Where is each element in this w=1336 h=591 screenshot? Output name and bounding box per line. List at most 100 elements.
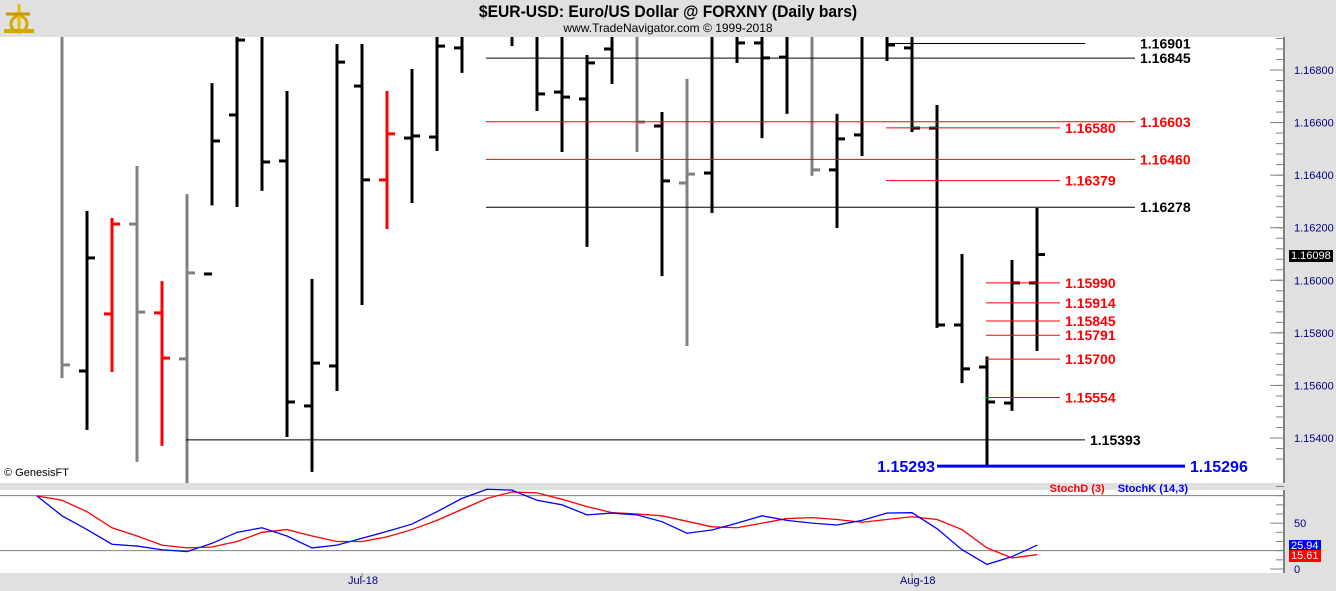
level-label: 1.15554 [1065,390,1116,406]
stoch-point [436,519,438,521]
stoch-point [311,535,313,537]
stoch-point [161,544,163,546]
stoch-point [1011,556,1013,558]
stoch-point [336,540,338,542]
stoch-point [386,536,388,538]
ohlc-bar [679,78,695,347]
stoch-point [536,499,538,501]
ohlc-bar [854,37,864,156]
stoch-tick-label: 0 [1294,564,1300,576]
ohlc-bar [60,37,70,379]
ohlc-bar [535,37,545,112]
stoch-point [886,512,888,514]
ohlc-bar [179,194,195,483]
level-label: 1.15990 [1065,275,1116,291]
ohlc-bar [829,113,845,228]
ohlc-bar [654,112,670,277]
watermark: © GenesisFT [4,467,69,479]
stoch-point [411,529,413,531]
x-label-jul: Jul-18 [348,575,378,587]
level-label: 1.15791 [1065,327,1116,343]
ohlc-bar [354,43,370,305]
stoch-point [436,511,438,513]
stoch-point [686,532,688,534]
price-tick-label: 1.15800 [1294,328,1334,340]
ohlc-bar [810,37,820,176]
level-label: 1.16580 [1065,120,1116,136]
stoch-point [811,522,813,524]
ohlc-bar [129,165,145,462]
x-label-aug: Aug-18 [900,575,936,587]
level-label: 1.15700 [1065,351,1116,367]
stoch-point [36,495,38,497]
stoch-point [911,516,913,518]
ohlc-bar [779,37,789,114]
stoch-point [486,497,488,499]
stoch-point [661,521,663,523]
stoch-point [836,524,838,526]
stoch-point [661,515,663,517]
price-tick-label: 1.16800 [1294,65,1334,77]
stoch-point [511,491,513,493]
stoch-point [1011,557,1013,559]
stoch-point [1036,554,1038,556]
stoch-point [986,563,988,565]
stoch-point [786,519,788,521]
stoch-point [86,529,88,531]
stoch-point [561,504,563,506]
price-tick-label: 1.15400 [1294,433,1334,445]
stoch-point [886,518,888,520]
level-label: 1.16278 [1140,199,1191,215]
level-label: 1.16379 [1065,173,1116,189]
price-tick-label: 1.16400 [1294,170,1334,182]
stoch-point [586,514,588,516]
level-label: 1.16603 [1140,114,1191,130]
stoch-point [761,515,763,517]
ohlc-bar [260,37,270,191]
stoch-point [411,523,413,525]
stoch-point [911,512,913,514]
stoch-point [586,506,588,508]
ohlc-bar [454,37,464,73]
stoch-point [561,498,563,500]
stoch-point [361,540,363,542]
ohlc-bar [704,37,714,213]
stoch-point [786,518,788,520]
stoch-point [836,518,838,520]
chart-subtitle: www.TradeNavigator.com © 1999-2018 [563,21,773,35]
stoch-point [111,527,113,529]
stoch-point [86,511,88,513]
stoch-point [61,515,63,517]
ohlc-bar [104,217,120,373]
stoch-point [161,549,163,551]
stoch-point [736,522,738,524]
chart-title: $EUR-USD: Euro/US Dollar @ FORXNY (Daily… [478,2,858,21]
stoch-point [1036,544,1038,546]
stoch-point [261,527,263,529]
ohlc-bar [554,37,570,153]
stoch-point [461,508,463,510]
ohlc-bar [954,254,970,384]
ohlc-bar [604,37,614,84]
sextant-icon [2,2,36,39]
ohlc-bar [429,37,445,151]
level-label: 1.16845 [1140,50,1191,66]
legend-stochk: StochK (14,3) [1117,483,1188,495]
stoch-point [986,547,988,549]
stochk-value-badge: 25.94 [1289,540,1321,552]
stoch-point [311,547,313,549]
price-tick-label: 1.16600 [1294,118,1334,130]
stoch-point [811,517,813,519]
ohlc-bar [579,55,595,247]
stoch-point [111,543,113,545]
ohlc-bar [79,210,95,430]
level-label: 1.15845 [1065,313,1116,329]
stoch-legend: StochD (3) StochK (14,3) [1040,483,1188,495]
price-tick-label: 1.15600 [1294,380,1334,392]
stoch-point [636,514,638,516]
stoch-point [486,488,488,490]
ohlc-bar [204,83,220,276]
stoch-point [736,527,738,529]
ohlc-bar [979,356,995,467]
stoch-point [211,542,213,544]
